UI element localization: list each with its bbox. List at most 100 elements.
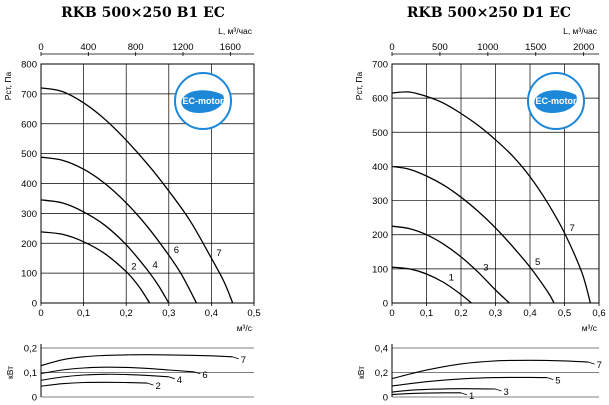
power-label-leader bbox=[547, 377, 554, 381]
y-tick-label: 600 bbox=[21, 119, 37, 130]
power-curve-4 bbox=[40, 373, 169, 381]
power-y-tick-label: 0 bbox=[32, 393, 37, 404]
top-axis-label: L, м³/час bbox=[563, 26, 598, 36]
ec-motor-logo-text: EC-motor bbox=[183, 96, 224, 106]
power-y-axis-label: кВт bbox=[5, 366, 15, 379]
y-tick-label: 200 bbox=[372, 230, 388, 241]
curve-label: 6 bbox=[174, 245, 179, 256]
x-tick-label: 0,5 bbox=[558, 308, 571, 319]
x-axis-label: м³/с bbox=[237, 323, 253, 333]
curve-label: 3 bbox=[483, 262, 488, 273]
y-tick-label: 700 bbox=[372, 60, 388, 71]
pressure-curve-7 bbox=[391, 91, 592, 304]
curve-label: 5 bbox=[535, 257, 540, 268]
chart-2: RKB 500×250 D1 EC 0 0,1 0,2 0,3 0,4 0,5 0,6 м³/с… bbox=[354, 5, 606, 404]
power-label-leader bbox=[194, 371, 201, 375]
pressure-curve-5 bbox=[391, 165, 555, 304]
x-tick-label: 0,4 bbox=[205, 308, 218, 319]
ec-motor-logo-shape bbox=[534, 90, 577, 113]
power-curve-1 bbox=[391, 392, 461, 396]
y-tick-label: 500 bbox=[21, 149, 37, 160]
chart-1: RKB 500×250 B1 EC0 0,1 0,2 0,3 0,4 0,5м³/с0 40… bbox=[3, 5, 261, 404]
curve-label: 4 bbox=[153, 260, 158, 271]
top-tick-label: 400 bbox=[80, 42, 96, 53]
power-curve-label: 7 bbox=[597, 360, 602, 371]
power-y-axis-label: кВт bbox=[356, 366, 366, 379]
ec-motor-logo-text: EC-motor bbox=[536, 96, 577, 106]
top-tick-label: 0 bbox=[389, 42, 394, 53]
x-tick-label: 0,2 bbox=[454, 308, 467, 319]
y-tick-label: 0 bbox=[32, 299, 37, 310]
y-tick-label: 200 bbox=[21, 239, 37, 250]
curve-label: 2 bbox=[131, 262, 136, 273]
curve-label: 1 bbox=[449, 273, 454, 284]
plot-frame bbox=[40, 63, 255, 304]
chart-title: RKB 500×250 D1 EC bbox=[407, 5, 571, 21]
pressure-curve-4 bbox=[40, 199, 170, 304]
power-curve-label: 1 bbox=[469, 391, 474, 402]
y-tick-label: 300 bbox=[372, 196, 388, 207]
x-tick-label: 0,3 bbox=[162, 308, 175, 319]
power-curve-label: 5 bbox=[555, 376, 560, 387]
y-tick-label: 400 bbox=[21, 179, 37, 190]
x-tick-label: 0 bbox=[38, 308, 43, 319]
top-tick-label: 1500 bbox=[525, 42, 546, 53]
top-tick-label: 1000 bbox=[477, 42, 498, 53]
x-axis-label: м³/с bbox=[582, 323, 598, 333]
x-tick-label: 0,5 bbox=[247, 308, 260, 319]
y-axis-label: Pст, Па bbox=[354, 72, 364, 101]
y-tick-label: 500 bbox=[372, 128, 388, 139]
top-tick-label: 500 bbox=[432, 42, 448, 53]
power-y-tick-label: 0,1 bbox=[24, 368, 37, 379]
power-y-tick-label: 0,2 bbox=[24, 344, 37, 355]
power-curve-label: 4 bbox=[177, 375, 182, 386]
x-tick-label: 0,1 bbox=[420, 308, 433, 319]
power-curve-7 bbox=[391, 359, 589, 380]
x-tick-label: 0,3 bbox=[489, 308, 502, 319]
x-tick-label: 0,1 bbox=[77, 308, 90, 319]
top-tick-label: 800 bbox=[128, 42, 144, 53]
pressure-curve-2 bbox=[40, 231, 151, 304]
power-curve-3 bbox=[391, 388, 496, 393]
power-curve-label: 3 bbox=[504, 387, 509, 398]
power-curve-5 bbox=[391, 376, 548, 387]
top-tick-label: 2000 bbox=[573, 42, 594, 53]
x-tick-label: 0,4 bbox=[523, 308, 536, 319]
power-label-leader bbox=[232, 356, 239, 360]
power-label-leader bbox=[495, 388, 502, 392]
power-curve-label: 7 bbox=[241, 355, 246, 366]
x-tick-label: 0,2 bbox=[120, 308, 133, 319]
power-curve-2 bbox=[40, 381, 148, 387]
power-curve-label: 6 bbox=[202, 370, 207, 381]
power-label-leader bbox=[588, 361, 595, 365]
power-y-tick-label: 0,4 bbox=[375, 344, 388, 355]
top-tick-label: 1600 bbox=[220, 42, 241, 53]
curve-label: 7 bbox=[216, 248, 221, 259]
power-label-leader bbox=[147, 382, 154, 386]
curve-label: 7 bbox=[570, 223, 575, 234]
power-y-tick-label: 0 bbox=[383, 393, 388, 404]
y-tick-label: 400 bbox=[372, 162, 388, 173]
power-label-leader bbox=[460, 392, 468, 396]
ec-motor-logo-shape bbox=[181, 90, 224, 113]
y-tick-label: 100 bbox=[21, 269, 37, 280]
pressure-curve-6 bbox=[40, 156, 198, 304]
chart-title: RKB 500×250 B1 EC bbox=[61, 5, 225, 21]
y-tick-label: 300 bbox=[21, 209, 37, 220]
power-curve-7 bbox=[40, 354, 233, 367]
y-tick-label: 600 bbox=[372, 94, 388, 105]
pressure-curve-1 bbox=[391, 266, 472, 304]
y-tick-label: 100 bbox=[372, 264, 388, 275]
power-y-tick-label: 0,2 bbox=[375, 368, 388, 379]
top-axis-label: L, м³/час bbox=[218, 26, 253, 36]
power-label-leader bbox=[168, 376, 175, 380]
y-tick-label: 700 bbox=[21, 89, 37, 100]
y-tick-label: 0 bbox=[383, 299, 388, 310]
top-tick-label: 0 bbox=[38, 42, 43, 53]
pressure-curve-3 bbox=[391, 225, 510, 304]
power-curve-6 bbox=[40, 366, 195, 375]
y-axis-label: Pст, Па bbox=[3, 72, 13, 101]
top-tick-label: 1200 bbox=[172, 42, 193, 53]
x-tick-label: 0,6 bbox=[592, 308, 605, 319]
